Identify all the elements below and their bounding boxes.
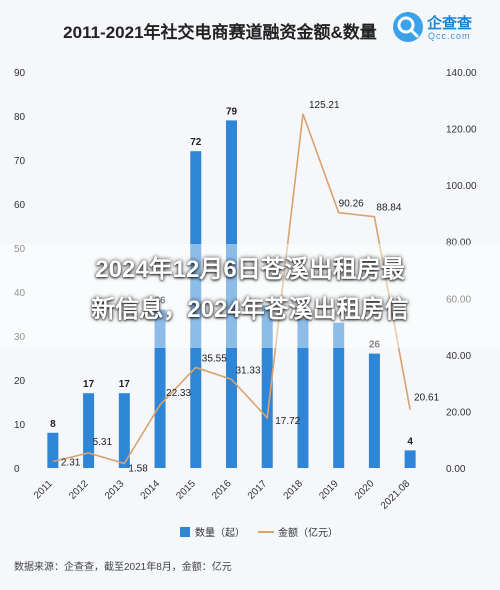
x-axis-tick: 2016 bbox=[210, 478, 234, 502]
overlay-line-2: 新信息，2024年苍溪出租房信 bbox=[0, 290, 500, 330]
x-axis-tick: 2013 bbox=[103, 478, 127, 502]
overlay-headline: 2024年12月6日苍溪出租房最 新信息，2024年苍溪出租房信 bbox=[0, 250, 500, 330]
left-axis-tick: 70 bbox=[14, 156, 26, 167]
x-axis-tick: 2021.08 bbox=[379, 478, 413, 512]
bar-data-label: 8 bbox=[50, 419, 56, 430]
line-data-label: 5.31 bbox=[93, 437, 113, 448]
right-axis-tick: 100.00 bbox=[446, 181, 477, 192]
left-axis-tick: 80 bbox=[14, 112, 26, 123]
line-data-label: 35.55 bbox=[202, 353, 227, 364]
legend-swatch-bar bbox=[180, 527, 190, 537]
x-axis-tick: 2019 bbox=[317, 478, 341, 502]
overlay-line-1: 2024年12月6日苍溪出租房最 bbox=[0, 250, 500, 290]
right-axis-tick: 40.00 bbox=[446, 351, 471, 362]
left-axis-tick: 0 bbox=[14, 464, 20, 475]
right-axis-tick: 0.00 bbox=[446, 464, 466, 475]
x-axis-tick: 2015 bbox=[174, 478, 198, 502]
legend-label-bar: 数量（起） bbox=[195, 526, 245, 539]
x-axis-tick: 2011 bbox=[32, 478, 55, 501]
left-axis-tick: 10 bbox=[14, 420, 26, 431]
bar bbox=[405, 450, 416, 468]
bar-data-label: 79 bbox=[226, 106, 238, 117]
bar-data-label: 17 bbox=[83, 379, 95, 390]
line-data-label: 125.21 bbox=[309, 100, 340, 111]
line-data-label: 20.61 bbox=[414, 393, 439, 404]
line-data-label: 90.26 bbox=[339, 199, 364, 210]
x-axis-tick: 2018 bbox=[282, 478, 306, 502]
legend-label-line: 金额（亿元） bbox=[278, 526, 338, 539]
line-data-label: 17.72 bbox=[275, 416, 300, 427]
left-axis-tick: 20 bbox=[14, 376, 26, 387]
bar-data-label: 17 bbox=[119, 379, 131, 390]
line-data-label: 88.84 bbox=[376, 203, 401, 214]
right-axis-tick: 20.00 bbox=[446, 407, 471, 418]
x-axis-tick: 2020 bbox=[353, 478, 377, 502]
bar-data-label: 4 bbox=[407, 436, 413, 447]
x-axis-tick: 2017 bbox=[246, 478, 270, 502]
right-axis-tick: 120.00 bbox=[446, 125, 477, 136]
source-note: 数据来源：企查查，截至2021年8月，金额：亿元 bbox=[14, 558, 232, 573]
line-data-label: 2.31 bbox=[61, 457, 81, 468]
left-axis-tick: 90 bbox=[14, 68, 26, 79]
bar-data-label: 72 bbox=[190, 137, 202, 148]
bar bbox=[369, 354, 380, 468]
left-axis-tick: 60 bbox=[14, 200, 26, 211]
line-data-label: 22.33 bbox=[166, 388, 191, 399]
bar bbox=[83, 393, 94, 468]
x-axis-tick: 2014 bbox=[139, 478, 163, 502]
x-axis-tick: 2012 bbox=[67, 478, 91, 502]
bar bbox=[47, 433, 58, 468]
right-axis-tick: 140.00 bbox=[446, 68, 477, 79]
line-data-label: 1.58 bbox=[128, 464, 148, 475]
line-data-label: 31.33 bbox=[236, 365, 261, 376]
